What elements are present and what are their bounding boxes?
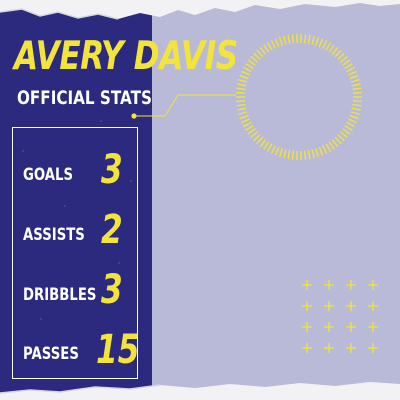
stats-box: GOALS 3 ASSISTS 2 DRIBBLES 3 PASSES 15	[12, 127, 140, 379]
dashed-circle-icon	[236, 34, 362, 160]
stat-value-dribbles: 3	[101, 267, 123, 313]
torn-paper-top	[0, 0, 400, 20]
stat-label-goals: GOALS	[23, 165, 74, 185]
blue-panel	[0, 0, 152, 400]
player-name: AVERY DAVIS	[14, 34, 238, 79]
stat-label-dribbles: DRIBBLES	[23, 285, 97, 305]
stat-label-passes: PASSES	[23, 344, 79, 364]
stat-label-assists: ASSISTS	[23, 225, 85, 245]
stat-value-passes: 15	[96, 327, 140, 373]
stat-value-goals: 3	[101, 147, 123, 193]
torn-paper-bottom	[0, 382, 400, 400]
plus-grid-icon	[302, 280, 378, 353]
stat-value-assists: 2	[101, 207, 123, 253]
stats-subtitle: OFFICIAL STATS	[17, 87, 152, 109]
